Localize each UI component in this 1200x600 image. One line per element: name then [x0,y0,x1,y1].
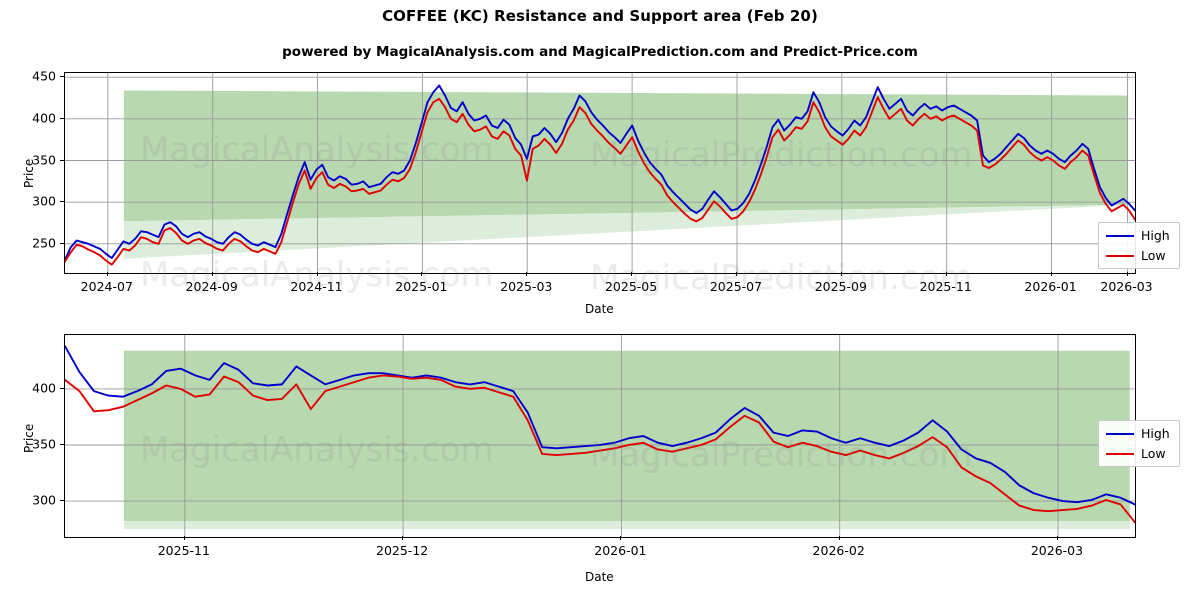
x-tick-label: 2026-01 [594,543,647,558]
y-tick-mark [60,117,64,119]
legend-swatch-high [1106,432,1134,435]
x-tick-label: 2024-09 [185,279,238,294]
legend-label-low: Low [1141,446,1166,461]
x-tick-mark [631,272,633,276]
x-tick-label: 2025-03 [500,279,553,294]
legend-label-high: High [1141,426,1170,441]
x-tick-label: 2026-02 [812,543,865,558]
x-tick-mark [1056,536,1058,540]
x-tick-label: 2024-11 [290,279,343,294]
legend-entry-high: High [1106,426,1170,441]
legend-bottom: High Low [1098,420,1180,467]
x-tick-mark [838,536,840,540]
chart-panel-top: Price Date 250 300 350 400 450 2024-07 2024-09… [22,68,1180,316]
x-tick-label: 2025-12 [375,543,429,558]
y-tick-label: 300 [32,492,56,508]
legend-swatch-low [1106,254,1134,257]
y-tick-label: 400 [32,110,56,126]
y-tick-mark [60,387,64,389]
x-tick-mark [1126,272,1128,276]
plot-area-top [64,72,1136,274]
x-tick-mark [735,272,737,276]
x-tick-mark [421,272,423,276]
x-tick-label: 2025-09 [814,279,867,294]
x-tick-mark [840,272,842,276]
x-tick-mark [620,536,622,540]
x-tick-label: 2026-03 [1100,279,1153,294]
x-tick-label: 2025-11 [157,543,210,558]
y-tick-label: 350 [32,436,56,452]
y-tick-mark [60,201,64,203]
legend-entry-low: Low [1106,446,1170,461]
x-tick-mark [945,272,947,276]
page-subtitle: powered by MagicalAnalysis.com and Magic… [282,44,918,60]
y-tick-label: 450 [32,68,56,84]
x-tick-label: 2024-07 [80,279,133,294]
x-tick-label: 2025-05 [604,279,658,294]
y-tick-label: 350 [32,152,56,167]
y-tick-mark [60,76,64,78]
legend-top: High Low [1098,222,1180,269]
x-tick-mark [402,536,404,540]
y-tick-mark [60,242,64,244]
legend-label-high: High [1141,228,1170,243]
y-tick-label: 400 [32,380,56,396]
legend-entry-high: High [1106,228,1170,243]
x-tick-label: 2026-01 [1024,279,1077,294]
x-tick-mark [106,272,108,276]
x-tick-label: 2025-11 [919,279,972,294]
legend-entry-low: Low [1106,248,1170,263]
legend-label-low: Low [1141,248,1166,263]
x-tick-mark [1050,272,1052,276]
y-tick-label: 300 [32,193,56,209]
chart-panel-bottom: Price Date 300 350 400 2025-11 2025-12 2026-0… [0,320,1200,600]
y-tick-mark [60,159,64,161]
y-tick-label: 250 [32,235,56,251]
x-tick-mark [316,272,318,276]
x-tick-mark [526,272,528,276]
legend-swatch-low [1106,452,1134,455]
y-tick-mark [60,500,64,502]
y-tick-mark [60,443,64,445]
x-tick-mark [183,536,185,540]
plot-area-bottom [64,334,1136,538]
x-tick-label: 2025-01 [395,279,448,294]
legend-swatch-high [1106,234,1134,237]
x-tick-label: 2025-07 [709,279,763,294]
x-axis-label-bottom: Date [585,570,614,584]
page-title: COFFEE (KC) Resistance and Support area … [382,7,818,25]
x-tick-label: 2026-03 [1030,543,1084,558]
x-tick-mark [211,272,213,276]
x-axis-label-top: Date [585,302,614,316]
